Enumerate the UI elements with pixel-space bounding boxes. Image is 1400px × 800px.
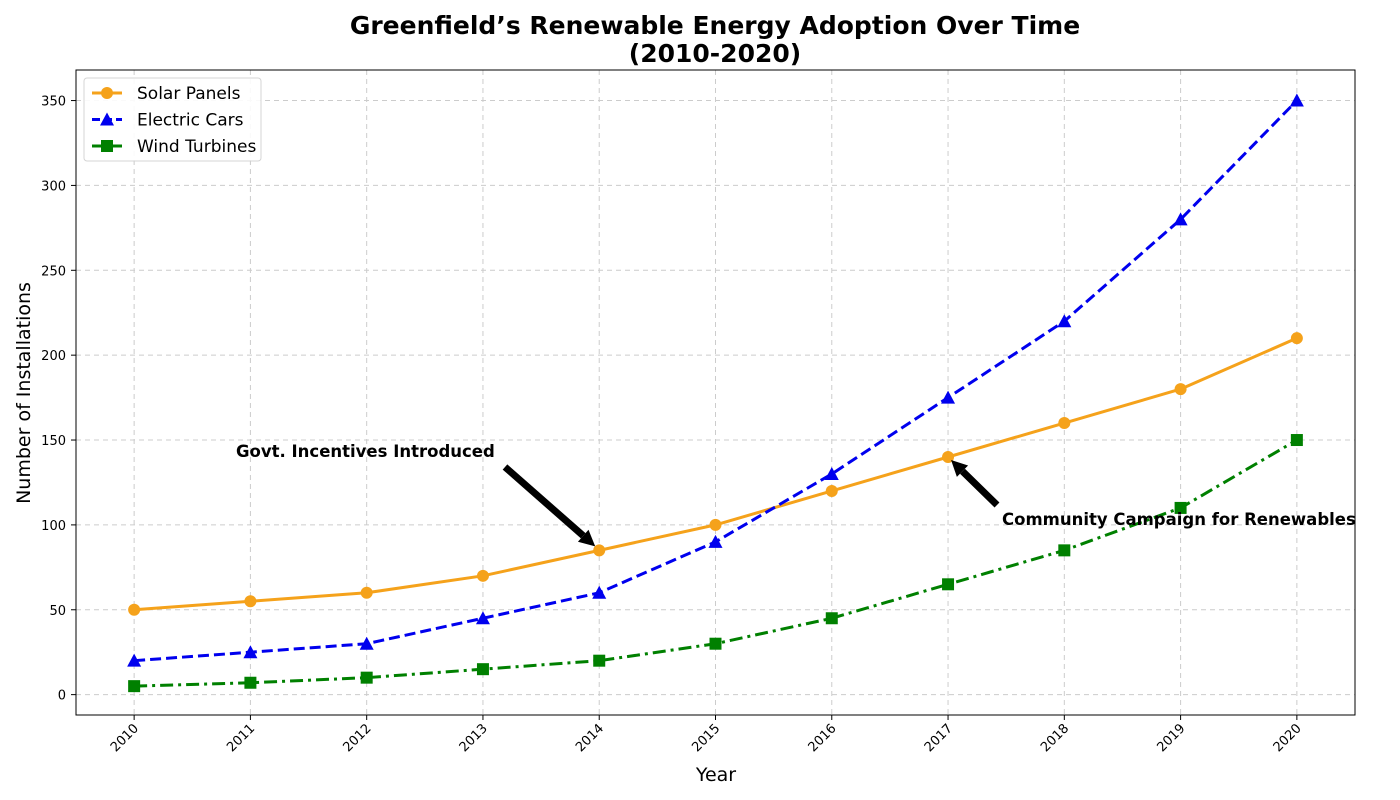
- grid: [76, 70, 1355, 715]
- annotation-campaign: Community Campaign for Renewables: [1002, 510, 1356, 529]
- data-point-electric-cars: [1173, 212, 1188, 226]
- data-point-electric-cars: [824, 466, 839, 480]
- series-wind-turbines: [128, 434, 1303, 693]
- legend-item-solar-panels: Solar Panels: [92, 84, 241, 104]
- x-tick-label: 2012: [341, 721, 375, 755]
- data-point-electric-cars: [127, 653, 142, 667]
- annotation-arrow-head: [951, 460, 969, 477]
- y-tick-label: 100: [41, 519, 66, 534]
- legend-marker-wind-turbines: [101, 140, 113, 152]
- data-point-solar-panels: [244, 595, 257, 608]
- annotation-arrow-incentives: [502, 464, 596, 547]
- data-point-solar-panels: [1058, 417, 1071, 430]
- plot-area: [75, 69, 1356, 716]
- y-tick-label: 150: [41, 434, 66, 449]
- x-tick-label: 2013: [457, 721, 491, 755]
- legend-label-solar-panels: Solar Panels: [137, 84, 241, 104]
- annotations: Govt. Incentives Introduced Community Cam…: [236, 442, 1356, 547]
- x-tick-label: 2014: [573, 721, 607, 755]
- x-tick-label: 2020: [1271, 721, 1305, 755]
- y-tick-label: 50: [49, 604, 66, 619]
- chart-subtitle: (2010-2020): [629, 39, 801, 68]
- data-point-solar-panels: [825, 484, 838, 497]
- x-tick-label: 2016: [806, 721, 840, 755]
- data-point-electric-cars: [592, 585, 607, 599]
- data-point-solar-panels: [476, 569, 489, 582]
- legend-marker-electric-cars: [100, 112, 114, 126]
- data-point-wind-turbines: [476, 663, 489, 676]
- x-axis-label: Year: [695, 764, 736, 786]
- y-tick-label: 0: [58, 689, 66, 704]
- data-point-electric-cars: [1289, 93, 1304, 107]
- x-tick-label: 2011: [224, 721, 258, 755]
- data-point-solar-panels: [1290, 332, 1303, 345]
- data-point-wind-turbines: [593, 654, 606, 667]
- data-point-electric-cars: [708, 534, 723, 548]
- x-tick-label: 2018: [1038, 721, 1072, 755]
- annotation-arrow-shaft: [502, 464, 586, 539]
- legend: Solar Panels Electric Cars Wind Turbines: [83, 77, 262, 162]
- data-point-wind-turbines: [360, 671, 373, 684]
- legend-label-wind-turbines: Wind Turbines: [137, 137, 256, 157]
- data-point-electric-cars: [243, 645, 258, 659]
- data-point-electric-cars: [359, 636, 374, 650]
- x-tick-label: 2017: [922, 721, 956, 755]
- data-point-electric-cars: [1057, 314, 1072, 328]
- data-point-electric-cars: [475, 611, 490, 625]
- data-point-solar-panels: [360, 586, 373, 599]
- data-point-wind-turbines: [825, 612, 838, 625]
- legend-item-wind-turbines: Wind Turbines: [92, 137, 256, 157]
- annotation-arrow-campaign: [951, 460, 1000, 508]
- data-point-wind-turbines: [128, 680, 141, 693]
- annotation-incentives: Govt. Incentives Introduced: [236, 442, 495, 461]
- data-point-electric-cars: [941, 390, 956, 404]
- data-point-wind-turbines: [709, 637, 722, 650]
- x-tick-label: 2015: [689, 721, 723, 755]
- series-electric-cars: [127, 93, 1304, 667]
- y-tick-label: 250: [41, 264, 66, 279]
- series-solar-panels: [128, 332, 1303, 616]
- legend-marker-solar-panels: [101, 87, 113, 99]
- data-point-solar-panels: [128, 603, 141, 616]
- series-lines: [127, 93, 1304, 693]
- legend-item-electric-cars: Electric Cars: [92, 111, 244, 131]
- legend-box: [83, 77, 262, 162]
- data-point-wind-turbines: [942, 578, 955, 591]
- y-tick-label: 300: [41, 179, 66, 194]
- data-point-wind-turbines: [1174, 501, 1187, 514]
- legend-label-electric-cars: Electric Cars: [137, 111, 244, 131]
- annotation-arrow-head: [577, 529, 596, 547]
- annotation-arrow-shaft: [960, 468, 1000, 508]
- axis-ticks: 2010 2011 2012 2013 2014 2015 2016 2017 2018 2019…: [41, 95, 1305, 756]
- data-point-solar-panels: [709, 518, 722, 531]
- y-tick-label: 200: [41, 349, 66, 364]
- data-point-wind-turbines: [1290, 434, 1303, 447]
- data-point-solar-panels: [1174, 383, 1187, 396]
- y-tick-label: 350: [41, 95, 66, 110]
- x-tick-label: 2019: [1154, 721, 1188, 755]
- chart-title: Greenfield’s Renewable Energy Adoption O…: [350, 11, 1080, 40]
- data-point-solar-panels: [593, 544, 606, 557]
- x-tick-label: 2010: [108, 721, 142, 755]
- data-point-wind-turbines: [244, 676, 257, 689]
- y-axis-label: Number of Installations: [13, 282, 35, 504]
- data-point-wind-turbines: [1058, 544, 1071, 557]
